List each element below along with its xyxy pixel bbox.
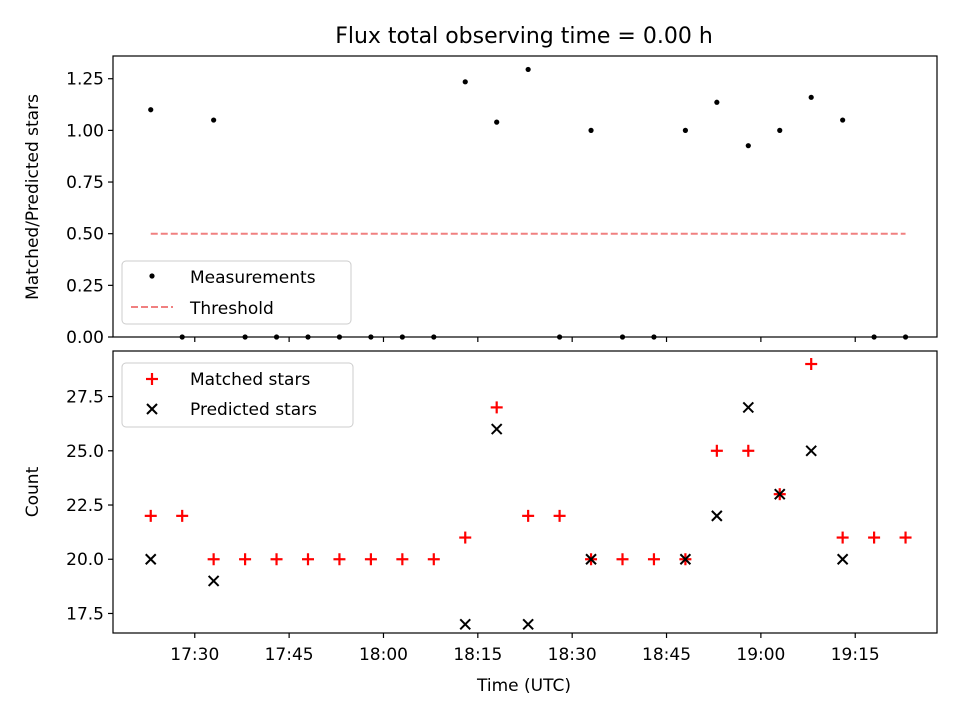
x-axis-label: Time (UTC) bbox=[476, 676, 571, 696]
matched-point bbox=[647, 553, 660, 566]
bottom-y-tick-label: 22.5 bbox=[66, 496, 104, 516]
predicted-point bbox=[742, 401, 755, 414]
measurement-point bbox=[840, 117, 846, 123]
matched-point bbox=[805, 358, 818, 371]
top-y-tick-label: 0.25 bbox=[66, 276, 104, 296]
matched-point bbox=[742, 444, 755, 457]
top-y-tick-label: 1.25 bbox=[66, 70, 104, 90]
top-y-tick-label: 0.00 bbox=[66, 328, 104, 348]
matched-point bbox=[207, 553, 220, 566]
predicted-point bbox=[679, 553, 692, 565]
matched-point bbox=[710, 444, 723, 457]
top-y-tick-label: 0.75 bbox=[66, 173, 104, 193]
x-tick-label: 18:30 bbox=[548, 645, 597, 665]
legend-label-predicted: Predicted stars bbox=[190, 400, 317, 420]
predicted-point bbox=[836, 553, 849, 565]
x-tick-label: 17:45 bbox=[265, 645, 314, 665]
matched-point bbox=[427, 553, 440, 566]
predicted-point bbox=[711, 510, 723, 522]
matched-point bbox=[616, 553, 629, 566]
predicted-point bbox=[585, 553, 597, 565]
matched-point bbox=[868, 531, 881, 544]
legend-label-threshold: Threshold bbox=[189, 299, 274, 319]
matched-point bbox=[899, 531, 912, 544]
x-tick-label: 19:15 bbox=[831, 645, 880, 665]
bottom-y-tick-label: 17.5 bbox=[66, 604, 104, 624]
matched-point bbox=[301, 553, 314, 566]
bottom-y-tick-label: 25.0 bbox=[66, 442, 104, 462]
matched-point bbox=[364, 553, 377, 566]
measurement-point bbox=[714, 99, 720, 105]
chart-title: Flux total observing time = 0.00 h bbox=[335, 24, 713, 49]
bottom-y-tick-label: 20.0 bbox=[66, 550, 104, 570]
predicted-point bbox=[207, 575, 220, 587]
x-tick-label: 18:00 bbox=[359, 645, 408, 665]
legend-marker-measurements bbox=[149, 273, 155, 279]
measurement-point bbox=[682, 127, 688, 133]
matched-point bbox=[333, 553, 346, 566]
measurement-point bbox=[462, 79, 468, 85]
top-legend: Measurements Threshold bbox=[121, 260, 352, 325]
top-frame bbox=[112, 55, 938, 338]
matched-point bbox=[176, 509, 189, 522]
matched-point bbox=[270, 553, 283, 566]
measurement-point bbox=[148, 107, 154, 113]
measurement-point bbox=[588, 127, 594, 133]
matched-point bbox=[459, 531, 472, 544]
predicted-point bbox=[145, 553, 157, 565]
matched-point bbox=[396, 553, 409, 566]
predicted-point bbox=[490, 423, 503, 435]
x-tick-label: 17:30 bbox=[170, 645, 219, 665]
matched-point bbox=[836, 531, 849, 544]
top-y-tick-label: 0.50 bbox=[66, 225, 104, 245]
matched-point bbox=[144, 509, 157, 522]
bottom-y-tick-label: 27.5 bbox=[66, 388, 104, 408]
legend-marker-matched bbox=[146, 373, 158, 385]
top-y-tick-label: 1.00 bbox=[66, 121, 104, 141]
bottom-y-axis-label: Count bbox=[23, 466, 43, 517]
x-tick-label: 19:00 bbox=[736, 645, 785, 665]
measurement-point bbox=[745, 143, 751, 149]
legend-label-matched: Matched stars bbox=[190, 370, 310, 390]
matched-point bbox=[490, 401, 503, 414]
top-y-axis-label: Matched/Predicted stars bbox=[23, 94, 43, 300]
matched-point bbox=[239, 553, 252, 566]
measurement-point bbox=[494, 119, 500, 125]
predicted-point bbox=[459, 618, 471, 631]
measurement-point bbox=[808, 94, 814, 100]
bottom-legend: Matched stars Predicted stars bbox=[121, 362, 354, 428]
matched-point bbox=[553, 509, 566, 522]
predicted-point bbox=[805, 445, 817, 457]
predicted-point bbox=[774, 488, 786, 500]
x-tick-label: 18:15 bbox=[453, 645, 502, 665]
bottom-frame bbox=[112, 350, 938, 634]
measurement-point bbox=[777, 127, 783, 133]
legend-marker-predicted bbox=[146, 403, 158, 415]
measurement-point bbox=[211, 117, 217, 123]
measurement-point bbox=[525, 66, 531, 73]
matched-point bbox=[522, 509, 535, 522]
predicted-point bbox=[522, 618, 534, 631]
x-tick-label: 18:45 bbox=[642, 645, 691, 665]
bottom-panel: 17.5 20.0 22.5 25.0 27.5 17:30 17:45 18:00 18:15… bbox=[66, 350, 938, 665]
legend-label-measurements: Measurements bbox=[190, 268, 316, 288]
